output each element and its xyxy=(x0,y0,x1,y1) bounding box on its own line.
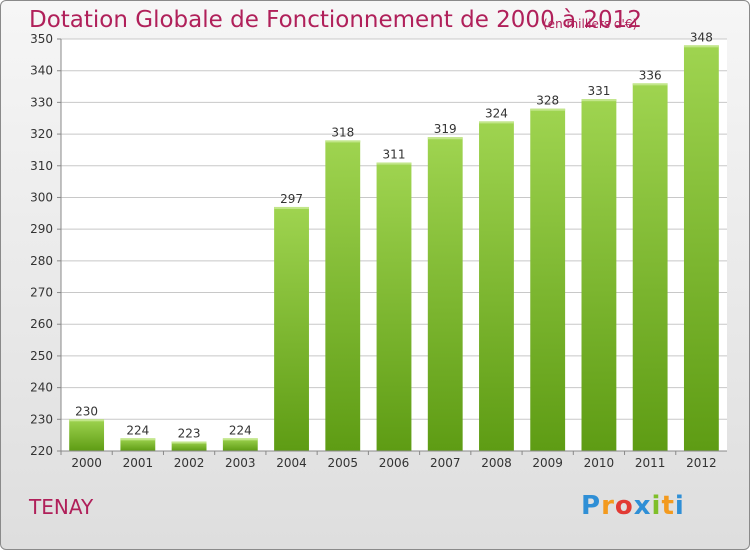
value-label-2010: 331 xyxy=(587,84,610,98)
bar-2002[interactable] xyxy=(171,441,207,451)
bar-top-highlight xyxy=(581,99,617,102)
commune-name: TENAY xyxy=(29,495,94,519)
x-tick-label-2002: 2002 xyxy=(174,456,205,470)
bar-2006[interactable] xyxy=(376,162,412,451)
value-label-2005: 318 xyxy=(331,125,354,139)
x-tick-label-2004: 2004 xyxy=(276,456,307,470)
bar-2001[interactable] xyxy=(120,438,156,451)
x-tick-label-2001: 2001 xyxy=(123,456,154,470)
value-label-2004: 297 xyxy=(280,192,303,206)
value-label-2000: 230 xyxy=(75,404,98,418)
y-tick-label: 300 xyxy=(30,190,53,204)
y-tick-label: 290 xyxy=(30,222,53,236)
bar-2005[interactable] xyxy=(325,140,361,451)
bar-2003[interactable] xyxy=(222,438,258,451)
bar-2000[interactable] xyxy=(69,419,105,451)
y-tick-label: 230 xyxy=(30,412,53,426)
bar-top-highlight xyxy=(427,137,463,140)
y-tick-label: 310 xyxy=(30,159,53,173)
bar-2010[interactable] xyxy=(581,99,617,451)
y-tick-label: 240 xyxy=(30,381,53,395)
y-tick-label: 280 xyxy=(30,254,53,268)
x-tick-label-2008: 2008 xyxy=(481,456,512,470)
y-tick-label: 270 xyxy=(30,286,53,300)
y-axis: 220 230 240 250 260 270 280 290 300 310 320 330 340 3… xyxy=(30,32,61,458)
bar-top-highlight xyxy=(530,108,566,111)
x-tick-label-2009: 2009 xyxy=(532,456,563,470)
bar-top-highlight xyxy=(69,419,105,422)
x-axis: 2000 2001 2002 2003 2004 2005 2006 2007 2008 2009… xyxy=(60,451,717,470)
x-tick-label-2003: 2003 xyxy=(225,456,256,470)
x-tick-label-2005: 2005 xyxy=(327,456,358,470)
bar-top-highlight xyxy=(274,206,309,209)
x-tick-label-2012: 2012 xyxy=(686,456,717,470)
y-tick-label: 220 xyxy=(30,444,53,458)
value-label-2009: 328 xyxy=(536,94,559,108)
value-label-2001: 224 xyxy=(126,423,149,437)
y-tick-label: 320 xyxy=(30,127,53,141)
bar-2004[interactable] xyxy=(274,206,309,451)
x-tick-label-2000: 2000 xyxy=(71,456,102,470)
y-tick-label: 330 xyxy=(30,95,53,109)
bar-top-highlight xyxy=(479,121,514,124)
chart-title: Dotation Globale de Fonctionnement de 20… xyxy=(29,7,642,33)
bars: 230 224 223 224 297 318 311 319 324 328 331 336 348 xyxy=(69,30,719,452)
bar-top-highlight xyxy=(376,162,412,165)
bar-top-highlight xyxy=(683,45,719,48)
bar-top-highlight xyxy=(120,438,156,441)
value-label-2008: 324 xyxy=(485,106,508,120)
x-tick-label-2006: 2006 xyxy=(379,456,410,470)
y-tick-label: 260 xyxy=(30,317,53,331)
bar-top-highlight xyxy=(171,441,207,444)
bar-2008[interactable] xyxy=(479,121,514,452)
bar-2012[interactable] xyxy=(683,45,719,451)
bar-top-highlight xyxy=(632,83,668,86)
bar-top-highlight xyxy=(325,140,361,143)
chart-unit: (en milliers d'€) xyxy=(543,17,638,31)
bar-2011[interactable] xyxy=(632,83,668,451)
y-tick-label: 340 xyxy=(30,64,53,78)
bar-2007[interactable] xyxy=(427,137,463,451)
value-label-2011: 336 xyxy=(639,68,662,82)
value-label-2002: 223 xyxy=(178,426,201,440)
value-label-2006: 311 xyxy=(383,148,406,162)
value-label-2003: 224 xyxy=(229,423,252,437)
x-tick-label-2010: 2010 xyxy=(584,456,615,470)
x-tick-label-2007: 2007 xyxy=(430,456,461,470)
bar-2009[interactable] xyxy=(530,108,566,451)
value-label-2007: 319 xyxy=(434,122,457,136)
y-tick-label: 350 xyxy=(30,32,53,46)
x-tick-label-2011: 2011 xyxy=(635,456,666,470)
bar-top-highlight xyxy=(222,438,258,441)
value-label-2012: 348 xyxy=(690,30,713,44)
y-tick-label: 250 xyxy=(30,349,53,363)
proxiti-logo[interactable]: Proxiti xyxy=(581,491,685,521)
